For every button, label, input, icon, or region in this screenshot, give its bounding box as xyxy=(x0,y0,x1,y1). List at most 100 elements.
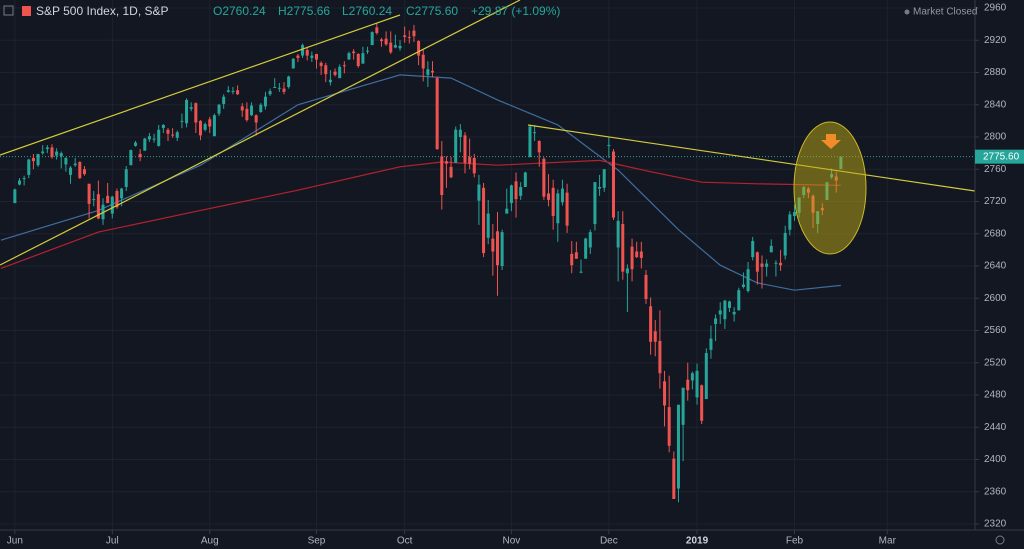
candle-body xyxy=(495,231,499,266)
candle-body xyxy=(723,300,727,320)
candle-body xyxy=(171,134,175,136)
candle-body xyxy=(333,71,337,75)
candle-body xyxy=(574,252,578,259)
y-tick-label: 2360 xyxy=(984,486,1007,497)
candle-body xyxy=(444,161,448,164)
x-tick-label: 2019 xyxy=(686,536,709,547)
candle-body xyxy=(78,161,82,179)
candle-body xyxy=(82,169,86,175)
candle-body xyxy=(556,193,560,224)
candle-body xyxy=(161,124,165,129)
candle-body xyxy=(751,241,755,258)
candle-body xyxy=(779,262,783,266)
candle-body xyxy=(328,79,332,83)
candle-body xyxy=(375,27,379,33)
candle-body xyxy=(115,191,119,208)
candle-body xyxy=(579,271,583,273)
candle-body xyxy=(87,183,91,204)
candle-body xyxy=(505,208,509,214)
candle-body xyxy=(124,169,128,187)
y-tick-label: 2840 xyxy=(984,99,1007,110)
candle-body xyxy=(672,458,676,500)
price-label: 2775.60 xyxy=(983,151,1020,162)
candle-body xyxy=(64,157,68,165)
ohlc-open: O2760.24 xyxy=(213,4,266,18)
symbol-title[interactable]: S&P 500 Index, 1D, S&P xyxy=(36,4,169,18)
candle-body xyxy=(686,379,690,391)
candle-body xyxy=(361,53,365,64)
x-tick-label: Mar xyxy=(879,536,897,547)
candle-body xyxy=(625,268,629,274)
candle-body xyxy=(421,54,425,69)
highlight-ellipse xyxy=(793,121,867,255)
candle-body xyxy=(704,353,708,400)
candle-body xyxy=(268,91,272,95)
x-tick-label: Sep xyxy=(308,536,326,547)
candle-body xyxy=(528,126,532,158)
candle-body xyxy=(649,306,653,342)
candle-body xyxy=(676,404,680,489)
x-tick-label: Aug xyxy=(201,536,219,547)
candle-body xyxy=(523,172,527,187)
settings-icon[interactable] xyxy=(995,535,1005,545)
candle-body xyxy=(542,158,546,197)
candle-body xyxy=(463,135,467,163)
candle-body xyxy=(435,78,439,150)
candle-body xyxy=(208,119,212,127)
candle-body xyxy=(732,311,736,315)
trend-line xyxy=(0,14,401,156)
x-tick-label: Nov xyxy=(503,536,521,547)
ohlc-low: L2760.24 xyxy=(342,4,392,18)
candle-body xyxy=(138,153,142,158)
candle-body xyxy=(370,32,374,46)
candle-body xyxy=(741,284,745,287)
candle-layer xyxy=(13,23,843,503)
status-dot xyxy=(904,9,910,15)
candle-body xyxy=(551,187,555,217)
candle-body xyxy=(792,211,796,217)
candle-body xyxy=(728,301,732,308)
candle-body xyxy=(129,149,133,166)
candle-body xyxy=(259,104,263,113)
candle-body xyxy=(755,252,759,272)
candle-body xyxy=(588,232,592,248)
candle-body xyxy=(663,381,667,406)
candle-body xyxy=(509,185,513,204)
candle-body xyxy=(681,387,685,425)
candle-body xyxy=(519,186,523,196)
collapse-icon[interactable] xyxy=(3,5,14,16)
y-tick-label: 2960 xyxy=(984,3,1007,14)
candle-body xyxy=(254,115,258,123)
candle-body xyxy=(69,167,73,175)
candle-body xyxy=(36,153,40,166)
candle-body xyxy=(653,331,657,342)
candle-body xyxy=(180,120,184,122)
candle-body xyxy=(356,53,360,67)
candle-body xyxy=(338,66,342,79)
candle-body xyxy=(296,55,300,58)
candle-body xyxy=(13,189,17,204)
candle-body xyxy=(222,96,226,104)
y-tick-label: 2720 xyxy=(984,196,1007,207)
y-tick-label: 2600 xyxy=(984,293,1007,304)
candle-body xyxy=(194,103,198,123)
candle-body xyxy=(607,145,611,147)
candle-body xyxy=(765,263,769,267)
change: +29.87 (+1.09%) xyxy=(471,4,560,18)
candle-body xyxy=(282,88,286,92)
candle-body xyxy=(500,232,504,266)
candle-body xyxy=(189,107,193,109)
y-tick-label: 2400 xyxy=(984,454,1007,465)
candle-body xyxy=(635,251,639,258)
candle-body xyxy=(203,124,207,130)
candle-body xyxy=(514,181,518,200)
candle-body xyxy=(774,262,778,264)
candle-body xyxy=(560,188,564,203)
candle-body xyxy=(714,318,718,325)
candle-body xyxy=(407,37,411,39)
candle-body xyxy=(263,96,267,107)
candle-body xyxy=(426,69,430,75)
candle-body xyxy=(41,151,45,154)
candle-body xyxy=(621,224,625,272)
